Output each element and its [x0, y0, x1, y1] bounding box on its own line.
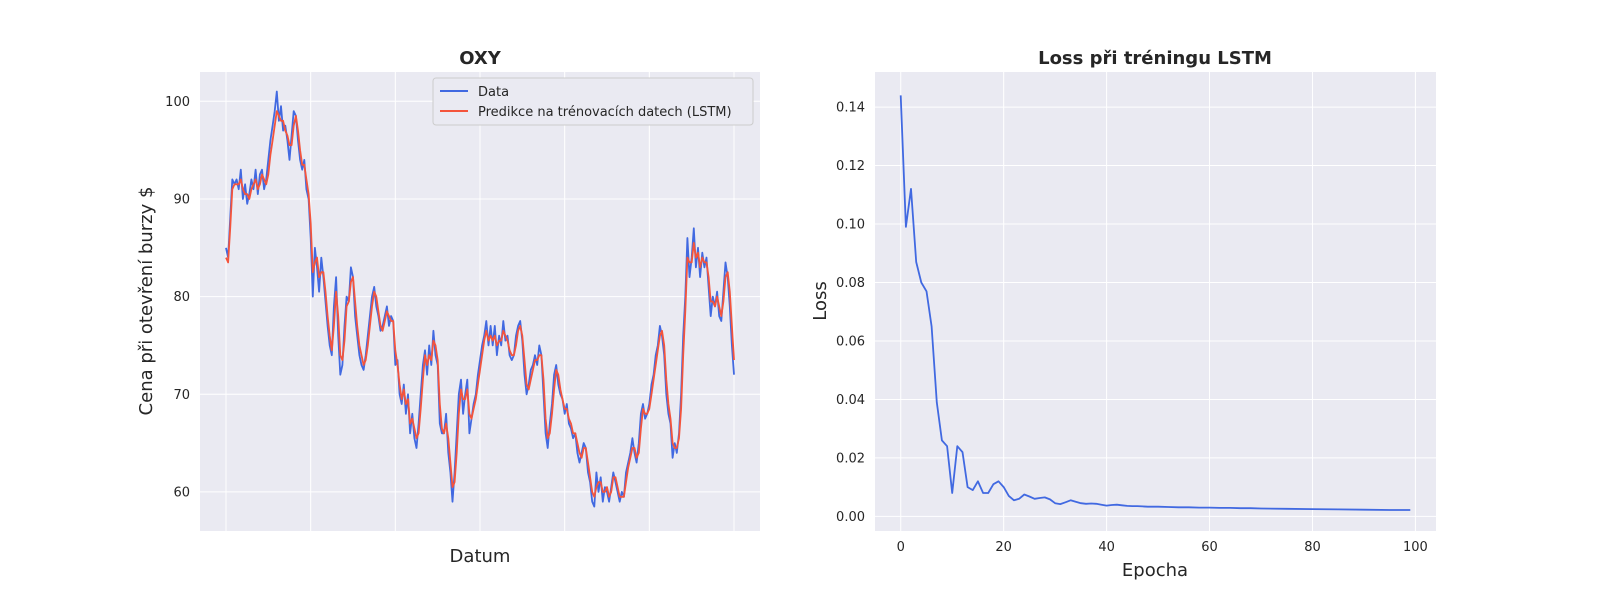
x-axis-label-oxy: Datum [450, 546, 511, 567]
x-tick-label: 80 [1304, 540, 1321, 555]
series-line-loss [899, 95, 1411, 511]
x-tick-label: 60 [1201, 540, 1218, 555]
y-tick-label: 0.08 [836, 276, 865, 291]
plot-area-loss [875, 72, 1436, 531]
y-tick-label: 0.14 [836, 101, 865, 116]
x-tick-label: 20 [995, 540, 1012, 555]
chart-title-loss: Loss při tréningu LSTM [1038, 48, 1272, 69]
y-tick-label: 100 [165, 95, 190, 110]
y-axis-label-loss: Loss [810, 281, 831, 320]
y-axis-label-oxy: Cena při otevření burzy $ [136, 187, 157, 416]
x-tick-label: 40 [1098, 540, 1115, 555]
y-tick-label: 60 [173, 485, 190, 500]
y-tick-label: 0.00 [836, 510, 865, 525]
chart-oxy: 60 70 80 90 100 OXY Datum Cena při otevření … [136, 48, 760, 567]
chart-title-oxy: OXY [459, 48, 502, 69]
y-tick-label: 0.06 [836, 334, 865, 349]
y-tick-label: 0.04 [836, 393, 865, 408]
series-oxy [225, 90, 735, 508]
y-tick-label: 0.12 [836, 159, 865, 174]
y-tick-label: 70 [173, 388, 190, 403]
y-ticks-oxy: 60 70 80 90 100 [165, 95, 190, 501]
y-tick-label: 90 [173, 192, 190, 207]
y-tick-label: 0.10 [836, 218, 865, 233]
legend-label-data: Data [478, 85, 509, 100]
grid-oxy [200, 72, 760, 531]
x-axis-label-loss: Epocha [1122, 560, 1188, 581]
x-tick-label: 0 [897, 540, 905, 555]
ticks-loss: 0.00 0.02 0.04 0.06 0.08 0.10 0.12 0.14 0 20 40 60 8… [836, 101, 1428, 555]
series-line-prediction [225, 110, 735, 498]
x-tick-label: 100 [1403, 540, 1428, 555]
legend-oxy: Data Predikce na trénovacích datech (LST… [432, 77, 754, 126]
series-loss [899, 95, 1411, 511]
grid-loss [875, 72, 1436, 531]
y-tick-label: 80 [173, 290, 190, 305]
chart-loss: 0.00 0.02 0.04 0.06 0.08 0.10 0.12 0.14 0 20 40 60 8… [810, 48, 1436, 581]
legend-box [432, 77, 754, 126]
y-tick-label: 0.02 [836, 451, 865, 466]
legend-label-prediction: Predikce na trénovacích datech (LSTM) [478, 105, 732, 120]
